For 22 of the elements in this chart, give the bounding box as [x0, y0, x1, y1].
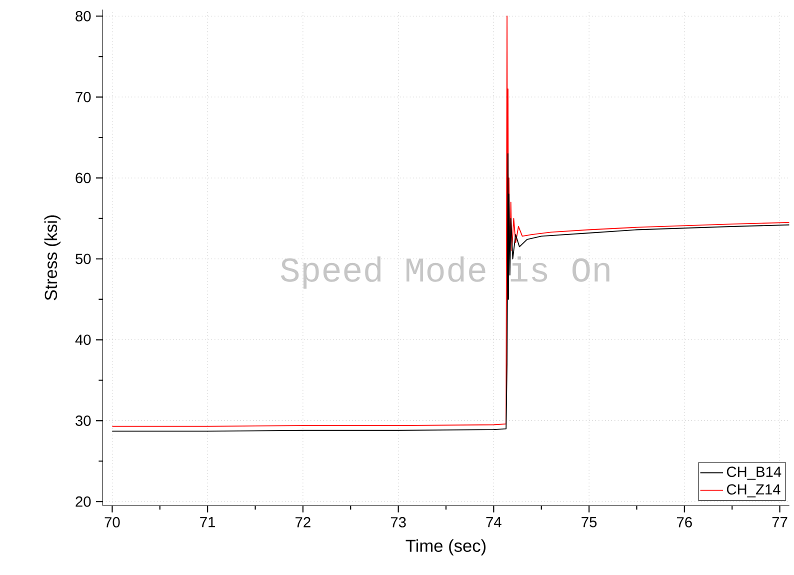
x-tick-label: 77 [772, 517, 788, 528]
line-series [112, 153, 790, 432]
y-tick-label: 20 [76, 496, 91, 507]
x-tick-label: 73 [390, 517, 406, 528]
y-tick-label: 30 [76, 416, 91, 426]
x-tick-label: 75 [582, 517, 597, 528]
legend-label: CH_Z14 [726, 484, 780, 498]
y-tick-label: 70 [76, 92, 91, 102]
x-tick-label: 71 [200, 517, 216, 528]
x-tick-label: 74 [486, 517, 502, 528]
line-series [112, 16, 790, 427]
x-tick-label: 70 [104, 517, 120, 528]
x-tick-label: 72 [296, 517, 310, 528]
x-axis-title: Time (sec) [406, 539, 486, 556]
y-tick-label: 80 [76, 10, 91, 22]
y-tick-label: 40 [75, 334, 91, 345]
x-tick-label: 76 [677, 517, 692, 528]
annotation: Speed Mode is On [280, 256, 610, 289]
y-axis-title: Stress (ksi) [44, 215, 60, 300]
legend-label: CH_B14 [726, 466, 782, 480]
y-tick-label: 60 [76, 172, 91, 184]
y-tick-label: 50 [76, 254, 91, 264]
